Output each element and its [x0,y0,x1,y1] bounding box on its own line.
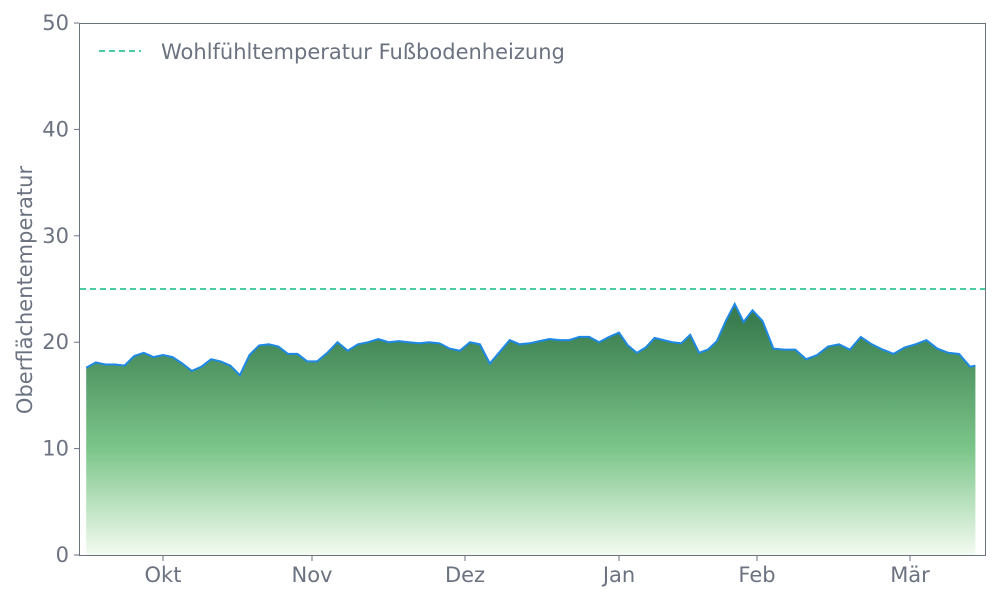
y-tick-label: 30 [42,224,69,248]
x-axis: Okt Nov Dez Jan Feb Mär [145,556,930,587]
y-tick-label: 0 [56,543,69,567]
legend: Wohlfühltemperatur Fußbodenheizung [99,40,565,64]
x-tick-label: Dez [445,563,485,587]
x-tick-label: Okt [145,563,182,587]
x-tick-label: Mär [890,563,930,587]
x-tick-label: Feb [738,563,775,587]
plot-frame [79,23,986,556]
y-axis: 0 10 20 30 40 50 [42,11,79,567]
temperature-line [85,301,976,377]
temperature-area [86,303,976,555]
y-tick-label: 10 [42,437,69,461]
y-tick-label: 50 [42,11,69,35]
y-tick-label: 40 [42,117,69,141]
legend-label: Wohlfühltemperatur Fußbodenheizung [161,40,565,64]
x-tick-label: Jan [601,563,635,587]
x-tick-label: Nov [292,563,333,587]
y-tick-label: 20 [42,330,69,354]
y-axis-label: Oberflächentemperatur [13,166,37,415]
